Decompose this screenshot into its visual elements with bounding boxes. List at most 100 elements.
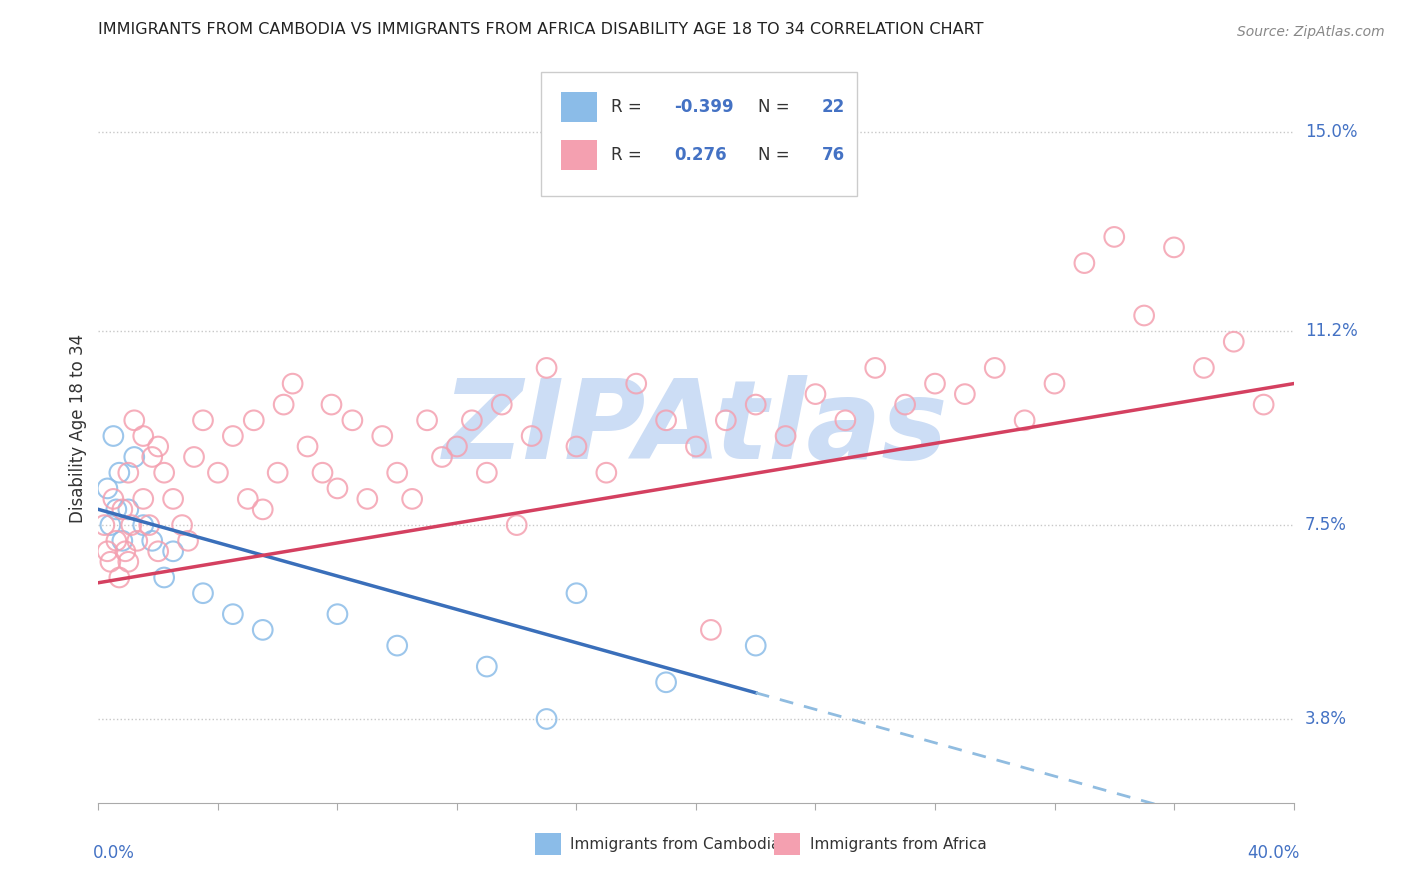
Point [475, 659, 498, 673]
FancyBboxPatch shape [561, 93, 596, 122]
Point [536, 712, 558, 726]
Point [108, 570, 131, 584]
Point [132, 491, 155, 506]
Point [111, 502, 134, 516]
Text: Source: ZipAtlas.com: Source: ZipAtlas.com [1237, 25, 1385, 39]
Text: IMMIGRANTS FROM CAMBODIA VS IMMIGRANTS FROM AFRICA DISABILITY AGE 18 TO 34 CORRE: IMMIGRANTS FROM CAMBODIA VS IMMIGRANTS F… [98, 22, 984, 37]
Point [714, 413, 737, 427]
FancyBboxPatch shape [561, 140, 596, 169]
Point [105, 502, 128, 516]
Point [745, 398, 768, 412]
Point [655, 675, 678, 690]
Text: N =: N = [758, 145, 794, 163]
Point [342, 413, 364, 427]
Point [401, 491, 423, 506]
Point [141, 450, 163, 464]
Text: Immigrants from Cambodia: Immigrants from Cambodia [571, 837, 780, 852]
Point [326, 607, 349, 622]
Point [685, 440, 707, 454]
Point [865, 360, 887, 375]
Point [321, 398, 343, 412]
Point [117, 555, 139, 569]
Point [924, 376, 946, 391]
Point [177, 533, 200, 548]
Point [153, 570, 176, 584]
Point [207, 466, 229, 480]
Point [385, 466, 409, 480]
Point [98, 555, 122, 569]
Point [1163, 240, 1185, 254]
Point [222, 429, 245, 443]
Point [475, 466, 498, 480]
Point [183, 450, 205, 464]
Point [127, 533, 149, 548]
Text: ZIPAtlas: ZIPAtlas [443, 375, 949, 482]
Point [111, 533, 134, 548]
Point [124, 450, 146, 464]
Text: -0.399: -0.399 [675, 98, 734, 117]
Point [117, 466, 139, 480]
Point [132, 518, 155, 533]
Point [984, 360, 1007, 375]
Point [700, 623, 723, 637]
Point [162, 491, 184, 506]
Point [236, 491, 259, 506]
Point [416, 413, 439, 427]
Point [506, 518, 529, 533]
Point [834, 413, 856, 427]
Point [297, 440, 319, 454]
Point [148, 544, 170, 558]
Point [105, 533, 128, 548]
Point [1104, 230, 1126, 244]
Point [1133, 309, 1156, 323]
Point [273, 398, 295, 412]
Point [191, 413, 214, 427]
Point [311, 466, 333, 480]
Point [172, 518, 194, 533]
Text: 7.5%: 7.5% [1305, 516, 1347, 534]
Point [252, 502, 274, 516]
Point [138, 518, 160, 533]
Point [103, 429, 125, 443]
Point [148, 440, 170, 454]
Point [191, 586, 214, 600]
Point [1223, 334, 1246, 349]
Point [565, 440, 588, 454]
Point [252, 623, 274, 637]
Point [595, 466, 617, 480]
Point [1253, 398, 1275, 412]
Text: 0.0%: 0.0% [93, 844, 135, 862]
Point [626, 376, 648, 391]
Point [536, 360, 558, 375]
Point [430, 450, 453, 464]
Point [804, 387, 827, 401]
Point [124, 413, 146, 427]
Point [222, 607, 245, 622]
Point [520, 429, 543, 443]
Point [162, 544, 184, 558]
Point [96, 544, 118, 558]
Point [96, 482, 118, 496]
Point [1192, 360, 1215, 375]
Point [132, 429, 155, 443]
Point [153, 466, 176, 480]
Point [491, 398, 513, 412]
Point [775, 429, 797, 443]
Text: 40.0%: 40.0% [1247, 844, 1299, 862]
Text: N =: N = [758, 98, 794, 117]
Text: 0.276: 0.276 [675, 145, 727, 163]
FancyBboxPatch shape [541, 72, 858, 196]
Point [93, 518, 115, 533]
Point [446, 440, 468, 454]
Point [267, 466, 290, 480]
Text: R =: R = [612, 98, 647, 117]
Text: R =: R = [612, 145, 647, 163]
Point [114, 544, 136, 558]
Text: 3.8%: 3.8% [1305, 710, 1347, 728]
Point [356, 491, 378, 506]
Point [120, 518, 142, 533]
Text: 22: 22 [821, 98, 845, 117]
Point [326, 482, 349, 496]
FancyBboxPatch shape [773, 833, 800, 855]
Point [385, 639, 409, 653]
